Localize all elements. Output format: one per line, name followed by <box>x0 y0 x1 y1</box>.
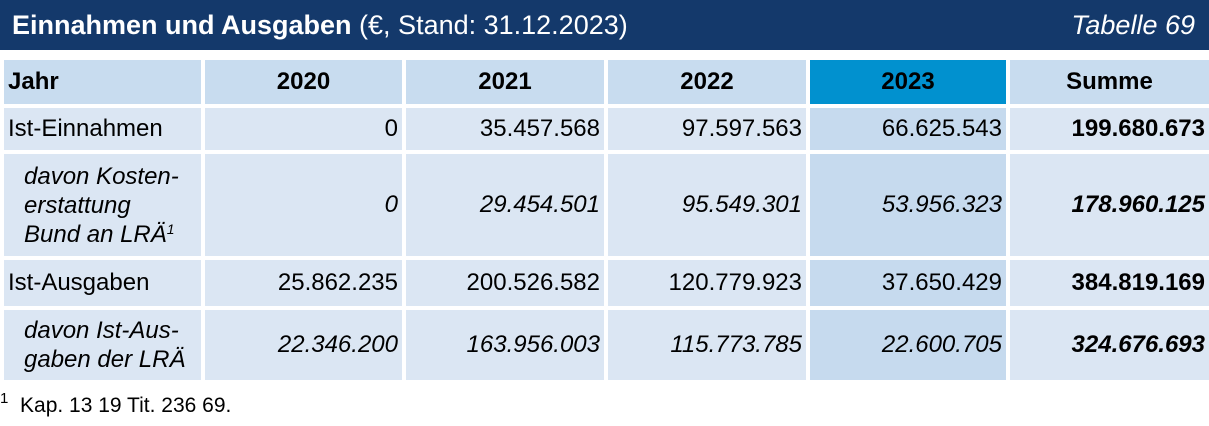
footnote: 1 Kap. 13 19 Tit. 236 69. <box>0 391 232 418</box>
row-label: davon Kosten-erstattung Bund an LRÄ1 <box>0 150 205 260</box>
row-label-line: erstattung <box>24 191 131 219</box>
cell-2021: 200.526.582 <box>402 256 608 310</box>
row-label: davon Ist-Aus-gaben der LRÄ <box>0 306 205 384</box>
row-label: Ist-Einnahmen <box>0 104 205 154</box>
row-label-line: davon Kosten- <box>24 162 179 190</box>
cell-2023: 37.650.429 <box>806 256 1010 310</box>
footnote-ref: 1 <box>166 220 175 237</box>
cell-2023: 66.625.543 <box>806 104 1010 154</box>
header-cell-summe: Summe <box>1006 56 1209 108</box>
header-cell-2020: 2020 <box>201 56 406 108</box>
row-label-line: gaben der LRÄ <box>24 346 186 373</box>
cell-2022: 95.549.301 <box>604 150 810 260</box>
cell-summe: 178.960.125 <box>1006 150 1209 260</box>
header-cell-jahr: Jahr <box>0 56 205 108</box>
table-title-bar: Einnahmen und Ausgaben (€, Stand: 31.12.… <box>0 0 1209 50</box>
cell-summe: 324.676.693 <box>1006 306 1209 384</box>
row-label-line: Ist-Einnahmen <box>8 115 163 142</box>
header-row: Jahr 2020 2021 2022 2023 Summe <box>0 56 1209 108</box>
cell-2022: 97.597.563 <box>604 104 810 154</box>
cell-2023: 22.600.705 <box>806 306 1010 384</box>
table-number: Tabelle 69 <box>1071 9 1195 40</box>
table-row: davon Kosten-erstattung Bund an LRÄ1 0 29… <box>0 150 1209 260</box>
row-label: Ist-Ausgaben <box>0 256 205 310</box>
cell-2021: 29.454.501 <box>402 150 608 260</box>
row-label-line: Bund an LRÄ <box>24 220 167 248</box>
cell-2021: 163.956.003 <box>402 306 608 384</box>
title-main: Einnahmen und Ausgaben <box>12 9 352 40</box>
title-sub: (€, Stand: 31.12.2023) <box>359 9 628 40</box>
cell-summe: 199.680.673 <box>1006 104 1209 154</box>
table-row: davon Ist-Aus-gaben der LRÄ 22.346.200 1… <box>0 306 1209 384</box>
cell-2020: 0 <box>201 150 406 260</box>
table-row: Ist-Einnahmen 0 35.457.568 97.597.563 66… <box>0 104 1209 154</box>
cell-summe: 384.819.169 <box>1006 256 1209 310</box>
header-cell-2023: 2023 <box>806 56 1010 108</box>
header-cell-2021: 2021 <box>402 56 608 108</box>
cell-2020: 25.862.235 <box>201 256 406 310</box>
header-cell-2022: 2022 <box>604 56 810 108</box>
cell-2020: 22.346.200 <box>201 306 406 384</box>
cell-2020: 0 <box>201 104 406 154</box>
table-title: Einnahmen und Ausgaben (€, Stand: 31.12.… <box>12 10 628 41</box>
cell-2021: 35.457.568 <box>402 104 608 154</box>
row-label-line: davon Ist-Aus- <box>24 317 179 344</box>
table-row: Ist-Ausgaben 25.862.235 200.526.582 120.… <box>0 256 1209 310</box>
cell-2022: 115.773.785 <box>604 306 810 384</box>
data-table: Jahr 2020 2021 2022 2023 Summe Ist-Einna… <box>0 56 1209 384</box>
row-label-line: Ist-Ausgaben <box>8 269 150 296</box>
cell-2022: 120.779.923 <box>604 256 810 310</box>
footnote-mark: 1 <box>0 390 9 407</box>
footnote-text: Kap. 13 19 Tit. 236 69. <box>20 394 232 417</box>
cell-2023: 53.956.323 <box>806 150 1010 260</box>
